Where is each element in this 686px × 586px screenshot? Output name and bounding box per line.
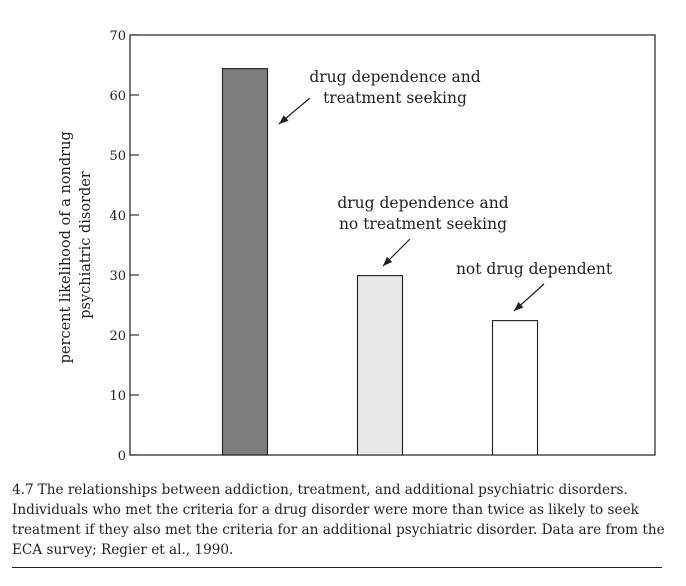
- annotation-line: not drug dependent: [456, 260, 613, 278]
- y-tick-label: 0: [118, 449, 126, 464]
- y-tick-label: 20: [109, 329, 126, 344]
- bar-2: [356, 275, 404, 456]
- annotation-1: drug dependence and treatment seeking: [309, 68, 480, 107]
- bar-3: [491, 320, 539, 456]
- annotation-line: drug dependence and: [337, 194, 508, 212]
- y-tick-label: 50: [109, 149, 126, 164]
- y-tick-label: 40: [109, 209, 126, 224]
- bar-chart: 0 10 20 30 40 50 60 70 drug dependence and treat…: [58, 29, 656, 464]
- caption-text: The relationships between addiction, tre…: [12, 482, 665, 558]
- bars: [221, 68, 539, 456]
- annotation-line: treatment seeking: [323, 89, 467, 107]
- annotation-line: drug dependence and: [309, 68, 480, 86]
- arrow-head: [383, 256, 393, 266]
- y-axis-title-line-2: psychiatric disorder: [78, 171, 94, 319]
- arrow-head: [279, 115, 289, 124]
- annotation-line: no treatment seeking: [339, 215, 507, 233]
- y-tick-label: 70: [109, 29, 126, 44]
- bar-annotations: drug dependence and treatment seekingdrug…: [278, 68, 613, 312]
- y-axis-title: percent likelihood of a nondrug psychiat…: [58, 127, 94, 364]
- arrow-head: [514, 302, 524, 311]
- figure-number: 4.7: [12, 482, 34, 498]
- y-tick-label: 30: [109, 269, 126, 284]
- annotation-2: drug dependence and no treatment seeking: [337, 194, 508, 233]
- y-axis-ticks: 0 10 20 30 40 50 60 70: [109, 29, 139, 464]
- bar-1: [221, 68, 269, 456]
- y-tick-label: 10: [109, 389, 126, 404]
- y-axis-title-line-1: percent likelihood of a nondrug: [58, 131, 74, 363]
- bottom-rule: [12, 567, 662, 568]
- figure-caption: 4.7 The relationships between addiction, …: [12, 480, 674, 560]
- annotation-3: not drug dependent: [456, 260, 613, 278]
- y-tick-label: 60: [109, 89, 126, 104]
